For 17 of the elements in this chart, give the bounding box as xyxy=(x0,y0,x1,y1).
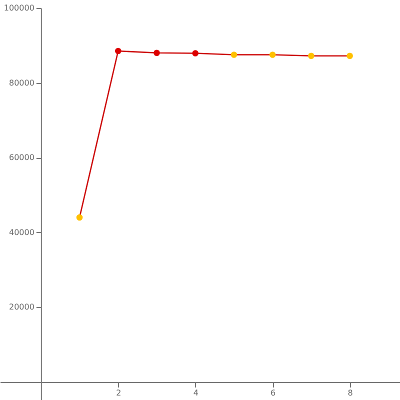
point xyxy=(114,48,122,54)
y-tick-label: 80000 xyxy=(8,78,34,88)
x-tick-label: 6 xyxy=(270,388,276,398)
x-tick-label: 2 xyxy=(116,388,122,398)
x-tick-label: 4 xyxy=(193,388,198,398)
y-tick-label: 20000 xyxy=(8,302,34,312)
point xyxy=(308,52,314,60)
y-tick-label: 100000 xyxy=(4,4,34,12)
point xyxy=(76,214,83,221)
point xyxy=(269,52,276,58)
point xyxy=(346,52,353,60)
y-tick-label: 60000 xyxy=(8,153,34,162)
y-tick-label: 40000 xyxy=(8,228,34,237)
point xyxy=(192,50,199,56)
x-tick-label: 8 xyxy=(348,388,353,398)
point xyxy=(230,52,238,58)
point xyxy=(154,50,160,56)
